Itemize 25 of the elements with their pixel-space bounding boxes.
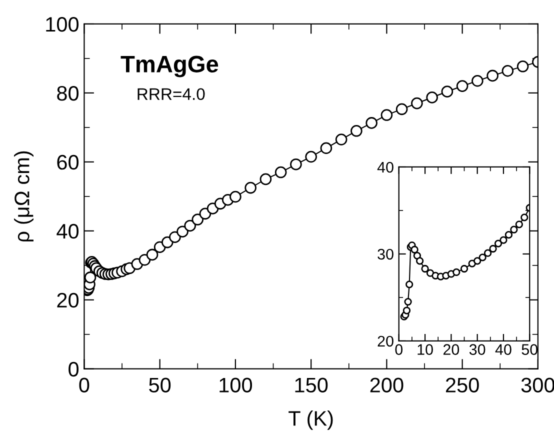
x-tick-label: 50: [149, 378, 171, 392]
annotation: RRR=4.0: [138, 88, 205, 100]
x-tick-label: 100: [220, 378, 252, 392]
x-tick-label: 150: [295, 378, 328, 392]
x-tick-label: 20: [443, 344, 460, 355]
y-tick-label: 20: [378, 336, 394, 347]
x-tick-label: 0: [395, 344, 403, 355]
y-tick-label: 80: [57, 86, 79, 101]
y-tick-label: 20: [57, 292, 79, 308]
y-tick-label: 30: [378, 248, 394, 260]
y-tick-label: 100: [46, 16, 79, 32]
x-tick-label: 200: [370, 378, 404, 392]
y-tick-label: 60: [57, 154, 79, 170]
y-axis-title: ρ (μΩ cm): [14, 151, 34, 242]
x-axis-title: T (K): [288, 410, 333, 430]
x-tick-label: 10: [418, 344, 433, 355]
y-tick-label: 40: [377, 162, 394, 173]
annotation: TmAgGe: [120, 56, 218, 78]
x-tick-label: 250: [446, 378, 479, 392]
y-tick-label: 0: [68, 362, 79, 377]
y-tick-label: 40: [56, 224, 79, 239]
x-tick-label: 30: [469, 344, 486, 355]
x-tick-label: 40: [495, 344, 512, 355]
x-tick-label: 50: [522, 344, 538, 355]
x-tick-label: 0: [79, 378, 90, 392]
